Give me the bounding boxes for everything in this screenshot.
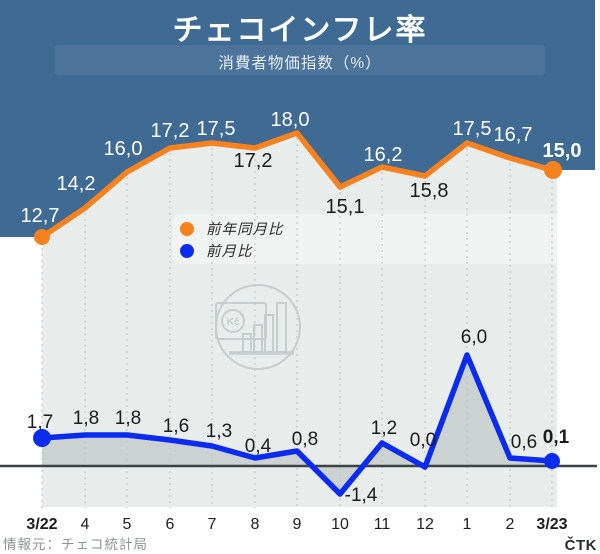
mom-value-label: 1,3 bbox=[206, 421, 232, 442]
mom-value-label: 0,6 bbox=[511, 432, 537, 453]
czech-koruna-chart-watermark: Kč bbox=[215, 284, 301, 370]
yoy-endpoint-dot bbox=[34, 229, 50, 245]
agency-credit: ČTK bbox=[565, 536, 597, 554]
x-axis-label: 6 bbox=[166, 516, 175, 533]
gridlines bbox=[41, 138, 553, 508]
x-axis-label: 3/22 bbox=[26, 516, 57, 533]
series-lines bbox=[39, 130, 555, 497]
x-axis-label: 7 bbox=[208, 516, 217, 533]
source-attribution: 情報元：チェコ統計局 bbox=[3, 537, 148, 552]
x-axis-label: 5 bbox=[123, 516, 132, 533]
yoy-value-label: 15,1 bbox=[326, 196, 365, 218]
yoy-value-label: 17,5 bbox=[453, 118, 492, 140]
x-axis-label: 1 bbox=[463, 516, 472, 533]
mom-value-label: 0,1 bbox=[543, 427, 570, 448]
yoy-value-label: 12,7 bbox=[21, 205, 60, 227]
yoy-value-label: 17,2 bbox=[234, 150, 273, 172]
x-axis-label: 3/23 bbox=[536, 516, 567, 533]
legend-label-yoy: 前年同月比 bbox=[206, 221, 284, 238]
page-subtitle: 消費者物価指数（%） bbox=[218, 54, 381, 72]
mom-line bbox=[39, 352, 555, 497]
x-axis-label: 2 bbox=[506, 516, 515, 533]
legend-dot-yoy-icon bbox=[180, 222, 194, 236]
mom-value-label: 0,8 bbox=[292, 429, 318, 450]
page-title: チェコインフレ率 bbox=[172, 14, 427, 47]
x-axis-label: 9 bbox=[293, 516, 302, 533]
header-area-shape bbox=[0, 0, 595, 237]
x-axis-label: 10 bbox=[331, 516, 349, 533]
legend: 前年同月比 前月比 bbox=[180, 221, 284, 260]
mom-value-label: 6,0 bbox=[461, 327, 487, 348]
x-axis-label: 4 bbox=[81, 516, 90, 533]
x-axis-label: 8 bbox=[251, 516, 260, 533]
yoy-value-label: 17,5 bbox=[197, 118, 236, 140]
yoy-value-label: 15,0 bbox=[543, 140, 582, 162]
yoy-endpoint-dot bbox=[544, 161, 562, 179]
yoy-value-label: 14,2 bbox=[57, 173, 96, 195]
series-endpoint-dots bbox=[33, 161, 562, 469]
mom-value-label: 1,2 bbox=[371, 418, 397, 439]
yoy-value-label: 15,8 bbox=[410, 180, 449, 202]
mom-value-label: 1,6 bbox=[163, 416, 189, 437]
mom-value-label: 1,8 bbox=[73, 408, 99, 429]
legend-dot-mom-icon bbox=[180, 244, 194, 258]
header-blue-area bbox=[0, 0, 595, 237]
mom-value-label: 1,8 bbox=[115, 408, 141, 429]
watermark-currency-label: Kč bbox=[227, 317, 240, 328]
mom-value-label: 1,7 bbox=[27, 412, 53, 433]
yoy-value-label: 16,0 bbox=[104, 138, 143, 160]
x-axis-label: 12 bbox=[416, 516, 434, 533]
legend-label-mom: 前月比 bbox=[206, 243, 253, 260]
yoy-value-label: 16,2 bbox=[364, 144, 403, 166]
watermark-coin-icon bbox=[221, 309, 245, 333]
x-axis-labels: 3/22 4 5 6 7 8 9 10 11 12 1 2 3/23 bbox=[26, 516, 567, 533]
mom-value-label: -1,4 bbox=[345, 485, 378, 506]
mom-endpoint-dot bbox=[544, 453, 560, 469]
mom-endpoint-dot bbox=[33, 429, 51, 447]
x-axis-label: 11 bbox=[374, 516, 391, 533]
yoy-line bbox=[39, 130, 555, 240]
legend-band bbox=[172, 214, 564, 264]
data-value-labels: 12,7 14,2 16,0 17,2 17,5 17,2 18,0 15,1 16,2 15,8… bbox=[21, 109, 582, 506]
yoy-value-label: 18,0 bbox=[271, 109, 310, 131]
yoy-value-label: 17,2 bbox=[151, 120, 190, 142]
subtitle-band bbox=[55, 45, 545, 75]
yoy-value-label: 16,7 bbox=[494, 124, 533, 146]
mom-value-label: 0,4 bbox=[245, 436, 272, 457]
mom-value-label: 0,0 bbox=[410, 430, 436, 451]
